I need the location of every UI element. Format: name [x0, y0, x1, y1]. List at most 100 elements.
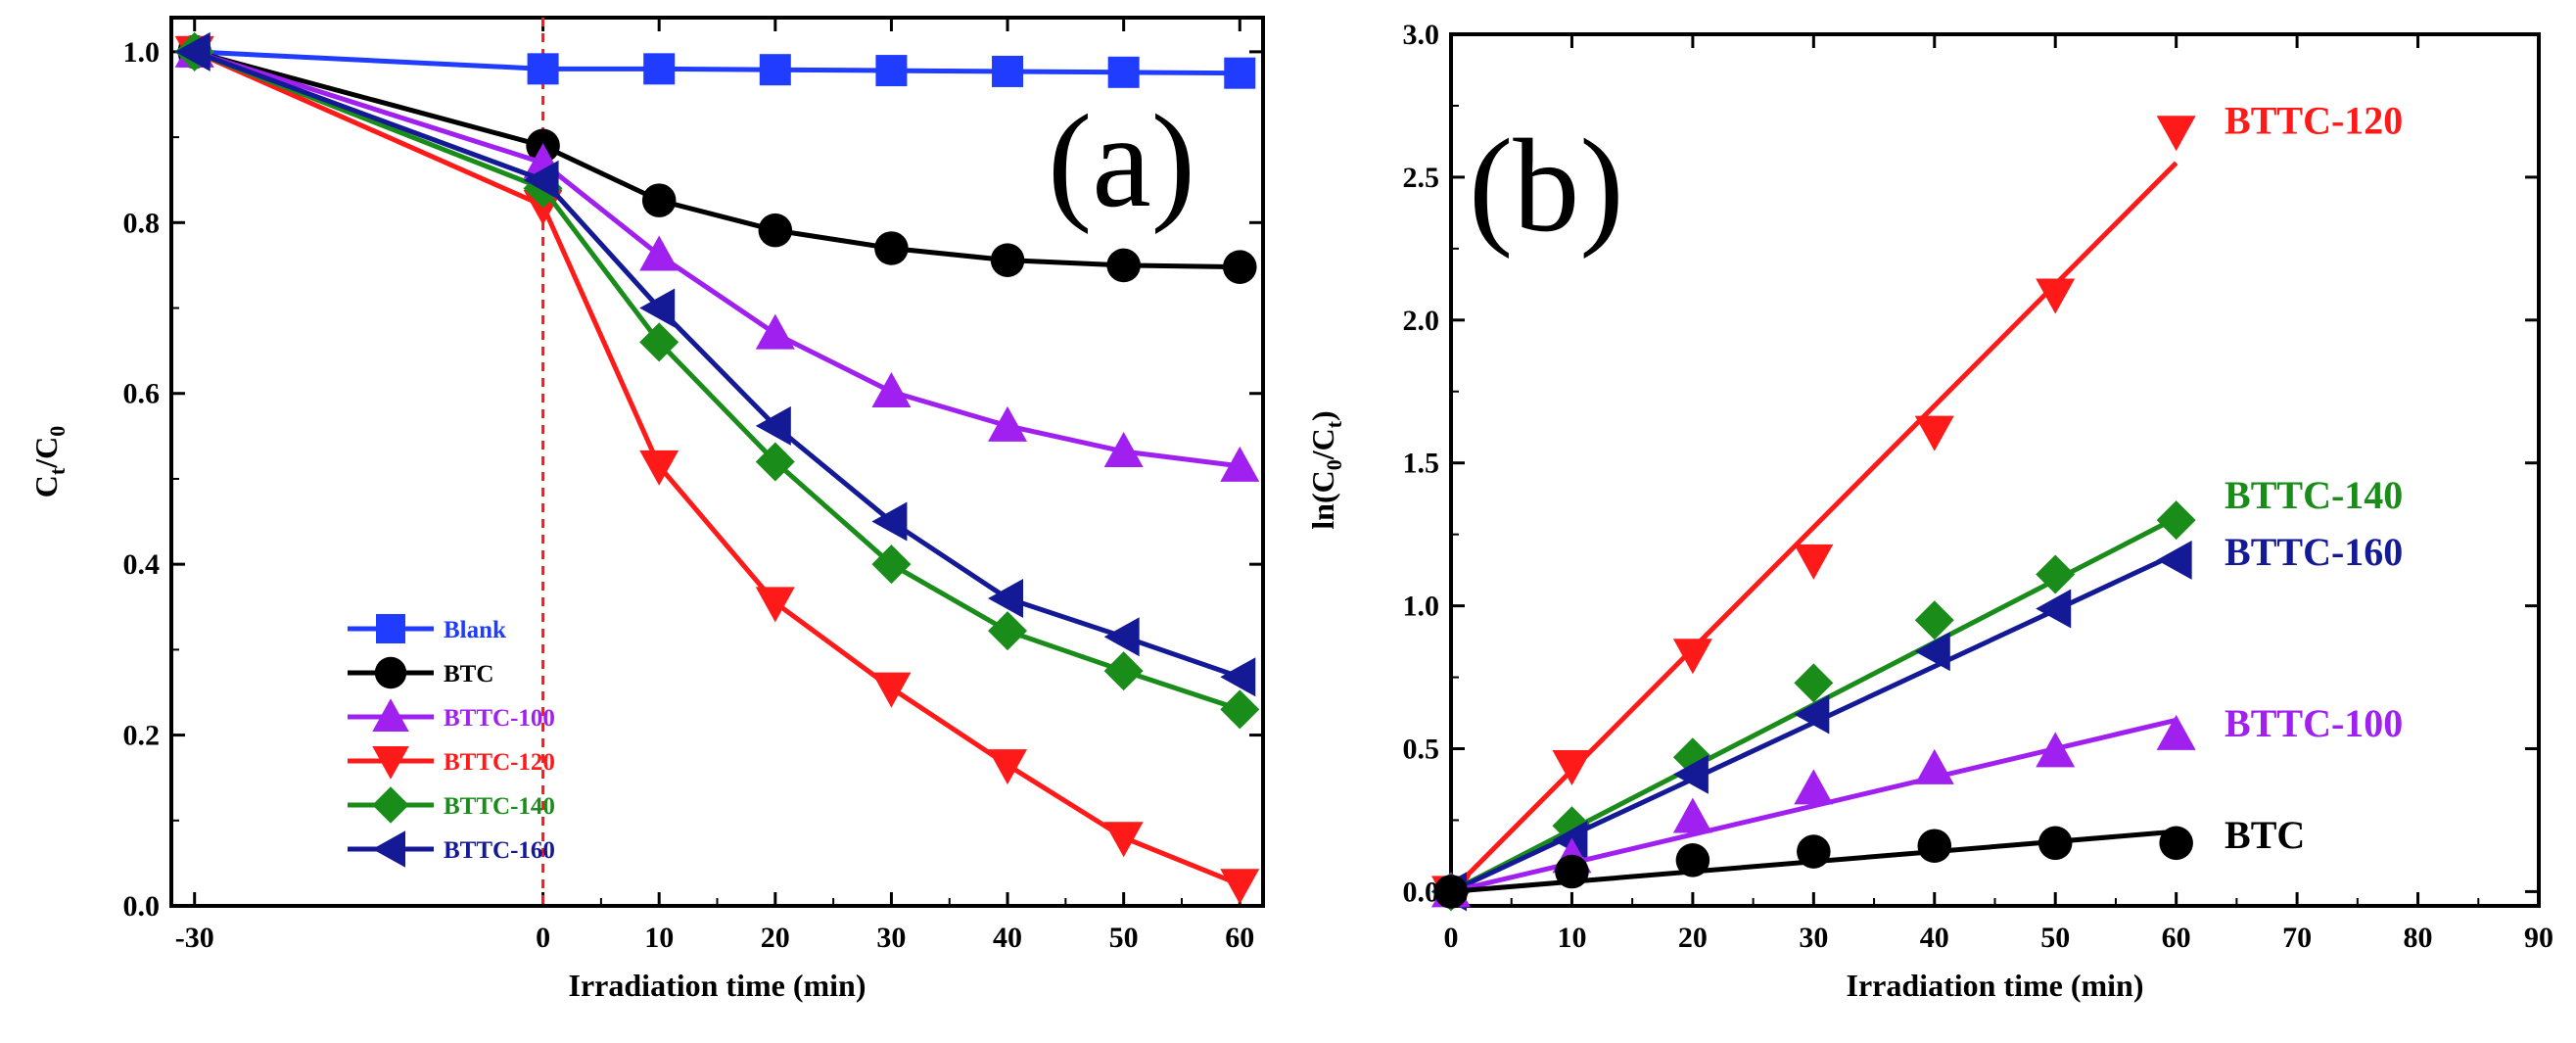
x-tick-label-a: 50: [1109, 922, 1139, 954]
panel-a-chart: -30 0 10 20 30 40 50 60 0.0 0.2 0.4 0.6 0.8 1.0 Irradi…: [28, 16, 1265, 1003]
data-point-bttc-120: [639, 450, 679, 486]
data-point-bttc-100: [988, 405, 1028, 442]
x-tick-label-a: -30: [175, 922, 214, 954]
x-tick-label-b: 40: [1920, 922, 1949, 954]
x-tick-label-b: 80: [2404, 922, 2433, 954]
y-tick-label-b: 2.5: [1403, 162, 1440, 194]
data-point-bttc-140: [871, 545, 912, 585]
series-end-label-btc: BTC: [2225, 813, 2305, 857]
data-point-bttc-160: [1220, 657, 1256, 697]
x-axis-title-a: Irradiation time (min): [569, 968, 866, 1003]
data-point-btc: [1675, 843, 1710, 877]
data-point-bttc-100: [639, 235, 679, 271]
data-point-btc: [990, 243, 1025, 277]
y-axis-title-a: Ct/C0: [28, 426, 70, 498]
data-point-bttc-120: [2156, 116, 2196, 152]
x-tick-label-a: 30: [876, 922, 906, 954]
data-point-bttc-160: [2036, 589, 2072, 629]
x-tick-label-b: 20: [1678, 922, 1708, 954]
data-point-bttc-100: [2036, 732, 2076, 768]
legend-label-bttc-100: BTTC-100: [444, 705, 555, 732]
legend-marker-blank: [376, 614, 405, 643]
data-point-bttc-160: [1552, 820, 1588, 860]
x-tick-label-b: 10: [1557, 922, 1586, 954]
series-line-bttc-140: [193, 49, 1241, 712]
data-point-blank: [1107, 56, 1140, 88]
data-point-bttc-140: [2156, 500, 2196, 541]
data-point-bttc-100: [1672, 797, 1712, 833]
x-tick-label-a: 60: [1225, 922, 1254, 954]
series-line-bttc-160: [193, 49, 1241, 680]
series-end-label-bttc-120: BTTC-120: [2225, 99, 2403, 143]
y-tick-label-b: 3.0: [1403, 19, 1440, 51]
data-point-bttc-100: [755, 313, 795, 350]
data-point-blank: [992, 55, 1024, 87]
legend-marker-btc: [374, 656, 407, 689]
legend-marker-bttc-140: [372, 786, 409, 824]
data-point-btc: [2037, 826, 2073, 861]
data-point-bttc-120: [1220, 869, 1260, 905]
data-point-bttc-160: [639, 288, 676, 328]
panel-label-b: (b): [1469, 113, 1624, 260]
legend-marker-bttc-160: [372, 830, 405, 868]
data-point-bttc-160: [523, 160, 559, 200]
series-end-label-bttc-160: BTTC-160: [2225, 530, 2403, 574]
y-tick-label-b: 1.0: [1403, 591, 1440, 623]
y-tick-label-a: 1.0: [123, 36, 161, 69]
legend-marker-bttc-120: [372, 746, 409, 780]
data-point-btc: [758, 213, 793, 248]
data-point-blank: [527, 53, 559, 85]
legend-label-btc: BTC: [444, 661, 493, 687]
legend-label-bttc-160: BTTC-160: [444, 837, 555, 864]
data-point-bttc-100: [1794, 769, 1834, 805]
series-end-label-bttc-140: BTTC-140: [2225, 473, 2403, 517]
y-tick-label-a: 0.2: [123, 720, 161, 752]
legend-label-bttc-120: BTTC-120: [444, 749, 555, 776]
data-point-bttc-140: [1103, 651, 1144, 691]
data-point-bttc-120: [1103, 822, 1144, 858]
data-point-blank: [1224, 57, 1256, 89]
legend-marker-bttc-100: [372, 698, 409, 732]
data-point-bttc-120: [1672, 639, 1712, 675]
data-point-btc: [1222, 250, 1257, 284]
x-tick-label-a: 10: [644, 922, 674, 954]
x-tick-label-b: 50: [2040, 922, 2070, 954]
x-tick-label-a: 40: [993, 922, 1022, 954]
y-tick-label-a: 0.0: [123, 890, 161, 923]
y-axis-title-b: ln(C0/Ct): [1305, 410, 1346, 529]
data-point-bttc-140: [1794, 663, 1834, 703]
data-point-bttc-120: [871, 672, 912, 708]
data-point-bttc-120: [1794, 544, 1834, 580]
data-point-bttc-100: [871, 371, 912, 407]
data-point-bttc-100: [1220, 446, 1260, 482]
data-point-bttc-140: [639, 322, 679, 362]
y-tick-label-b: 1.5: [1403, 448, 1440, 480]
data-point-bttc-120: [988, 749, 1028, 785]
series-line-bttc-120: [193, 49, 1241, 887]
data-point-bttc-120: [755, 587, 795, 623]
data-point-blank: [643, 53, 676, 85]
panel-b-chart: 0 10 20 30 40 50 60 70 80 900.00.51.01.52.02.53.0…: [1305, 19, 2553, 1003]
x-tick-label-a: 0: [536, 922, 550, 954]
series-end-label-bttc-100: BTTC-100: [2225, 701, 2403, 745]
y-tick-label-a: 0.8: [123, 207, 161, 239]
y-tick-label-a: 0.6: [123, 378, 161, 410]
x-tick-label-b: 0: [1444, 922, 1459, 954]
data-point-bttc-140: [1914, 600, 1954, 640]
data-point-btc: [1433, 875, 1469, 909]
data-point-blank: [759, 54, 791, 86]
data-point-btc: [1555, 854, 1589, 889]
data-point-btc: [641, 183, 677, 217]
data-point-bttc-160: [174, 31, 211, 71]
legend-label-bttc-140: BTTC-140: [444, 793, 555, 820]
x-tick-label-a: 20: [761, 922, 790, 954]
data-point-bttc-160: [1914, 632, 1950, 672]
data-point-bttc-120: [1552, 750, 1592, 786]
data-point-bttc-140: [988, 611, 1028, 651]
data-point-bttc-140: [1220, 689, 1260, 730]
data-point-bttc-100: [1914, 748, 1954, 784]
data-point-bttc-160: [755, 405, 791, 446]
data-point-bttc-160: [1672, 754, 1709, 794]
legend-label-blank: Blank: [444, 617, 506, 643]
